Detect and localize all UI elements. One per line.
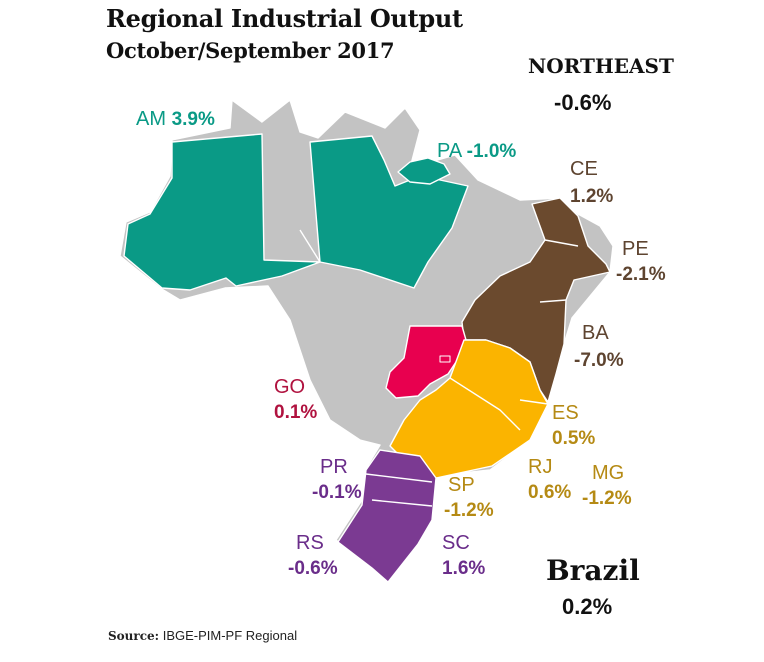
label-sc-value: 1.6% xyxy=(442,558,486,579)
label-am-name: AM xyxy=(136,108,166,130)
source-note: Source: IBGE-PIM-PF Regional xyxy=(108,628,297,643)
source-text: IBGE-PIM-PF Regional xyxy=(162,628,298,643)
region-pa-island xyxy=(397,157,451,185)
label-es-value: 0.5% xyxy=(552,428,596,449)
label-am-value: 3.9% xyxy=(171,109,215,130)
brazil-label: Brazil xyxy=(546,554,640,587)
region-pa xyxy=(309,135,469,289)
region-am xyxy=(123,133,321,291)
region-southeast xyxy=(389,339,549,479)
label-go-value: 0.1% xyxy=(274,402,318,423)
label-ce-value: 1.2% xyxy=(570,186,614,207)
label-pa-value: -1.0% xyxy=(466,141,517,162)
label-sp-name: SP xyxy=(448,474,475,496)
region-go xyxy=(385,325,467,399)
map-title: Regional Industrial Output xyxy=(106,4,463,33)
label-rj-name: RJ xyxy=(528,456,553,478)
label-ba-name: BA xyxy=(582,322,609,344)
brazil-value: 0.2% xyxy=(562,594,613,619)
region-south xyxy=(337,449,437,583)
label-pe-name: PE xyxy=(622,238,649,260)
label-rs-value: -0.6% xyxy=(288,558,338,579)
label-pa: PA -1.0% xyxy=(437,140,516,163)
label-pr-name: PR xyxy=(320,456,348,478)
label-pe-value: -2.1% xyxy=(616,264,666,285)
label-sp-value: -1.2% xyxy=(444,500,494,521)
northeast-value: -0.6% xyxy=(554,90,612,115)
label-mg-value: -1.2% xyxy=(582,488,632,509)
label-es-name: ES xyxy=(552,402,579,424)
label-ba-value: -7.0% xyxy=(574,350,624,371)
label-sc-name: SC xyxy=(442,532,470,554)
label-rj-value: 0.6% xyxy=(528,482,572,503)
label-ce-name: CE xyxy=(570,158,598,180)
label-pa-name: PA xyxy=(437,140,462,162)
label-rs-name: RS xyxy=(296,532,324,554)
region-df xyxy=(439,355,451,363)
label-mg-name: MG xyxy=(592,462,625,484)
source-label: Source: xyxy=(108,629,160,643)
map-subtitle: October/September 2017 xyxy=(106,38,395,63)
label-pr-value: -0.1% xyxy=(312,482,362,503)
label-am: AM 3.9% xyxy=(136,108,215,131)
map-internal-borders xyxy=(299,229,579,507)
label-go-name: GO xyxy=(274,376,306,398)
northeast-label: NORTHEAST xyxy=(528,54,674,78)
